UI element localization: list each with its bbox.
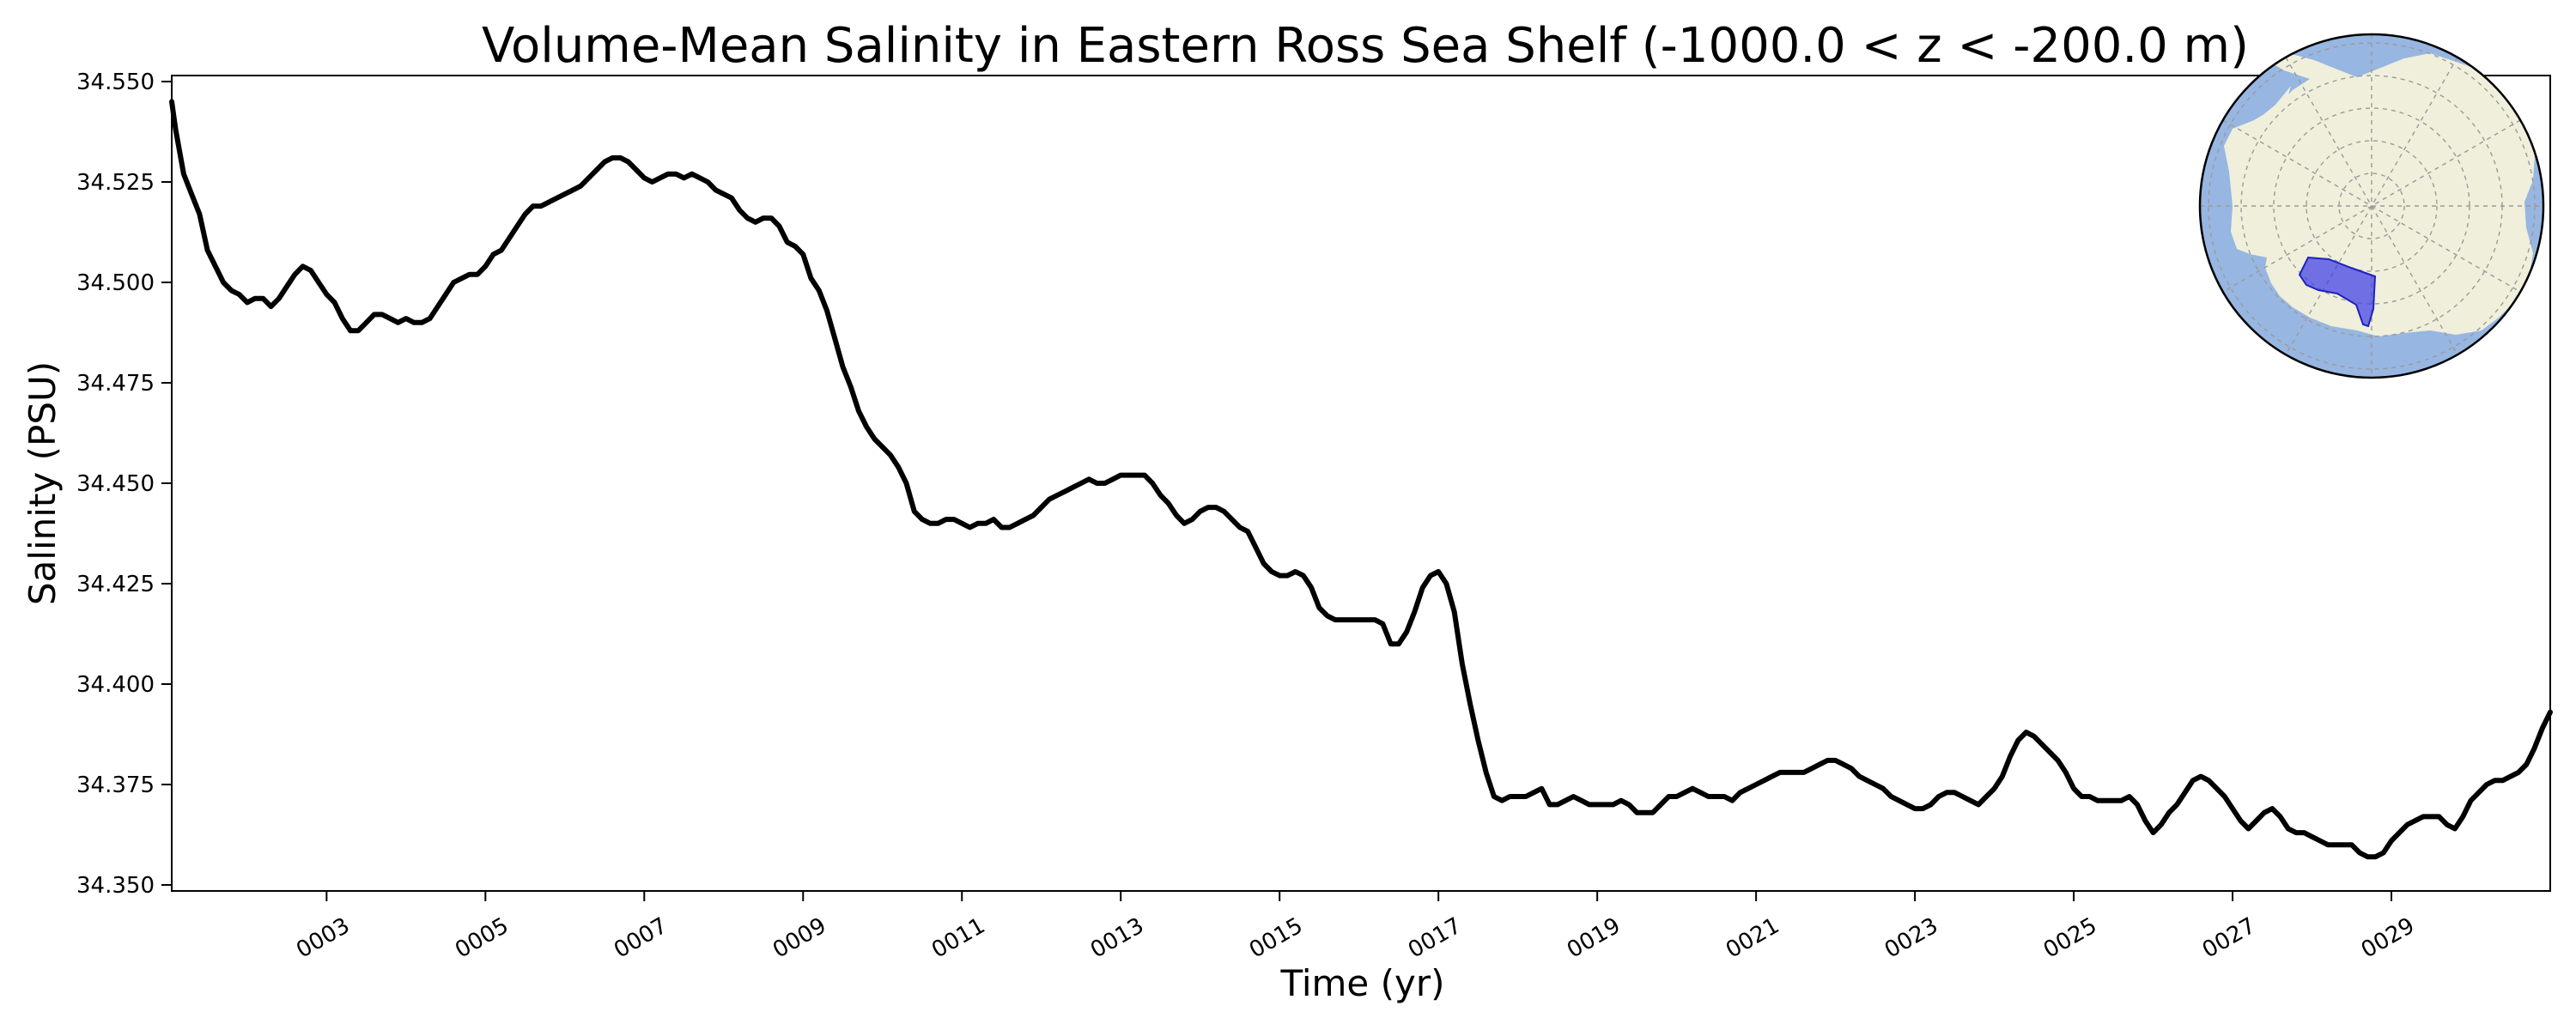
y-axis-ticks: 34.350 34.375 34.400 34.425 34.450 34.475 34.5… [76,70,172,899]
plot-frame [171,75,2551,892]
x-tick-label: 0011 [927,913,989,964]
map-border [2198,33,2545,379]
x-tick-label: 0025 [2039,913,2101,964]
x-tick-label: 0015 [1245,913,1307,964]
antarctica-land [2224,53,2535,336]
x-tick-label: 0023 [1880,913,1942,964]
y-tick-label: 34.425 [76,572,155,597]
x-tick-label: 0019 [1563,913,1625,964]
y-tick-label: 34.500 [76,270,155,296]
x-tick-label: 0029 [2357,913,2419,964]
x-tick-label: 0021 [1722,913,1783,964]
x-tick-label: 0017 [1404,913,1466,964]
x-tick-label: 0003 [292,913,354,964]
x-tick-label: 0009 [769,913,830,964]
map-graticule [2200,34,2543,378]
map-longitude-line [2222,119,2521,293]
salinity-series-line [169,99,2553,860]
y-tick-label: 34.400 [76,672,155,698]
x-axis-ticks: 0003 0005 0007 0009 0011 0013 0015 0017 0019 0021… [292,891,2419,964]
x-axis-label: Time (yr) [1279,962,1444,1004]
inset-map [2198,33,2545,379]
map-latitude-line [2338,173,2405,239]
y-tick-label: 34.550 [76,70,155,95]
y-tick-label: 34.375 [76,772,155,798]
y-tick-label: 34.475 [76,371,155,397]
eastern-ross-sea-region [2298,256,2377,328]
y-axis-label: Salinity (PSU) [21,361,64,605]
x-tick-label: 0005 [451,913,513,964]
chart-title: Volume-Mean Salinity in Eastern Ross Sea… [482,18,2249,74]
y-tick-label: 34.350 [76,873,155,899]
x-tick-label: 0027 [2198,913,2260,964]
x-tick-label: 0013 [1086,913,1148,964]
x-tick-label: 0007 [610,913,671,964]
y-tick-label: 34.525 [76,170,155,196]
map-latitude-line [2306,140,2438,272]
y-tick-label: 34.450 [76,471,155,497]
